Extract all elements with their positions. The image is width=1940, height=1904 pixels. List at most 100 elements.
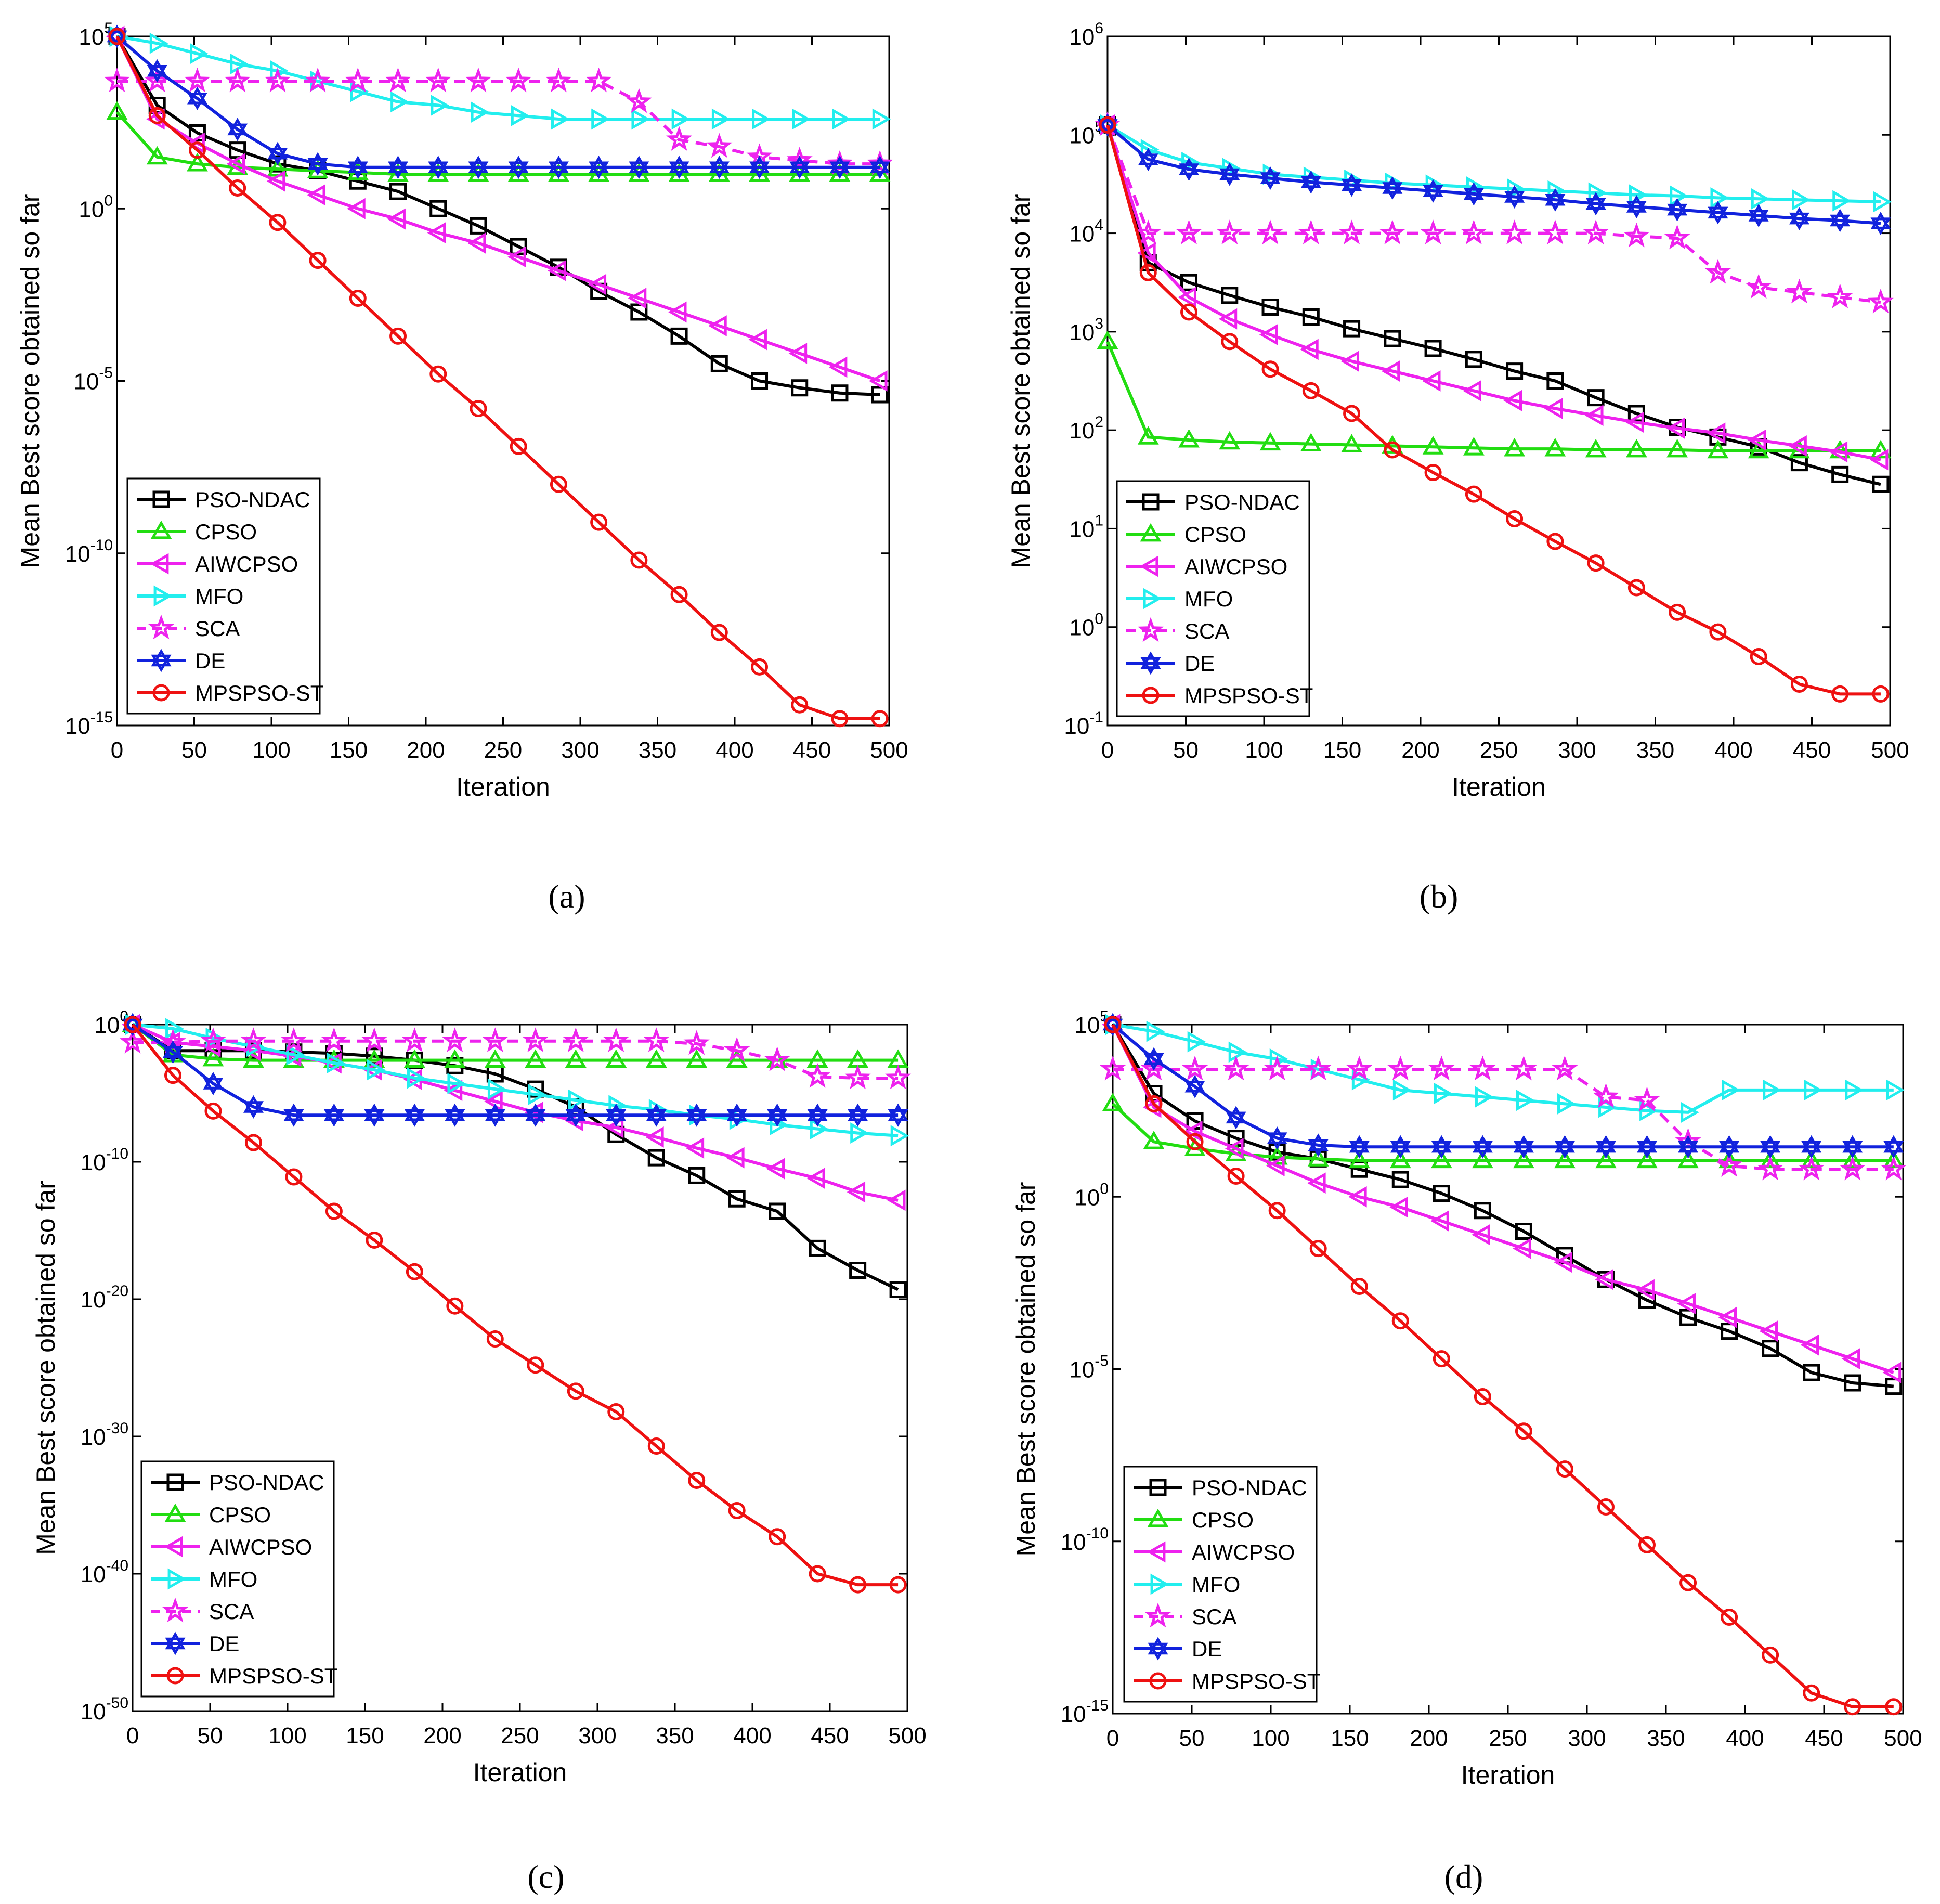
data-point-sca — [804, 1063, 831, 1088]
data-point-mfo — [1722, 1079, 1740, 1101]
data-point-sca — [1746, 274, 1772, 299]
legend-label-pso-ndac: PSO-NDAC — [1192, 1475, 1307, 1500]
legend-marker-cpso — [1147, 1508, 1169, 1527]
data-point-sca — [683, 1030, 710, 1055]
data-point-aiwcpso — [1430, 1210, 1449, 1232]
data-point-cpso — [1718, 1149, 1740, 1169]
data-point-mfo — [407, 1067, 426, 1089]
data-point-de — [1595, 1135, 1616, 1159]
legend-label-sca: SCA — [195, 616, 240, 641]
data-point-mpspso-st — [470, 400, 487, 417]
data-point-aiwcpso — [1340, 351, 1359, 372]
x-tick-label: 200 — [1401, 737, 1439, 763]
x-tick-label: 500 — [888, 1723, 926, 1748]
data-point-sca — [1839, 1155, 1866, 1181]
data-point-sca — [1387, 1055, 1414, 1081]
series-mpspso-st — [108, 28, 889, 728]
data-point-mpspso-st — [1721, 1609, 1738, 1626]
data-point-sca — [1176, 219, 1202, 244]
data-point-aiwcpso — [1300, 339, 1319, 360]
series-pso-ndac — [1099, 116, 1890, 493]
x-tick-label: 400 — [715, 737, 753, 763]
data-point-mpspso-st — [871, 710, 889, 728]
data-point-mfo — [1557, 1093, 1576, 1115]
y-tick-label: 100 — [1074, 1180, 1109, 1210]
panel-label-a: (a) — [548, 878, 585, 915]
data-point-sca — [724, 1037, 750, 1062]
data-point-de — [1554, 1135, 1575, 1159]
data-point-mpspso-st — [630, 551, 648, 569]
data-point-aiwcpso — [668, 301, 687, 323]
data-point-sca — [643, 1027, 670, 1053]
legend-marker-mfo — [1150, 1573, 1169, 1595]
data-point-sca — [345, 67, 371, 93]
data-point-de — [1300, 170, 1321, 194]
legend-label-mfo: MFO — [1184, 587, 1233, 611]
data-point-sca — [264, 67, 291, 93]
y-tick-label: 10-50 — [81, 1694, 128, 1725]
data-point-mfo — [591, 108, 610, 130]
data-point-pso-ndac — [429, 200, 447, 217]
x-tick-label: 150 — [346, 1723, 384, 1748]
x-tick-label: 450 — [1805, 1726, 1843, 1751]
data-point-mfo — [1710, 187, 1729, 209]
data-point-de — [1842, 1135, 1863, 1159]
data-point-mfo — [1763, 1079, 1781, 1101]
data-point-mpspso-st — [148, 107, 166, 124]
data-point-de — [1678, 1135, 1699, 1159]
data-point-aiwcpso — [1381, 360, 1400, 382]
data-point-aiwcpso — [685, 1137, 705, 1159]
data-point-cpso — [645, 1049, 667, 1068]
data-point-mfo — [1792, 189, 1811, 211]
data-point-cpso — [1389, 1149, 1411, 1169]
data-point-mpspso-st — [1465, 485, 1482, 503]
data-point-mfo — [890, 1125, 909, 1147]
data-point-de — [726, 1103, 747, 1127]
data-point-mpspso-st — [429, 365, 447, 383]
data-point-cpso — [1513, 1149, 1534, 1169]
data-point-pso-ndac — [1384, 330, 1401, 347]
data-point-de — [428, 156, 449, 179]
data-point-cpso — [1300, 433, 1322, 452]
data-point-cpso — [525, 1049, 546, 1068]
data-point-mfo — [471, 101, 490, 123]
data-point-sca — [1664, 224, 1690, 250]
series-sca — [103, 67, 893, 175]
data-point-sca — [844, 1064, 871, 1090]
data-point-sca — [401, 1027, 428, 1053]
data-point-sca — [119, 1028, 146, 1054]
data-point-de — [1545, 188, 1566, 212]
data-point-mfo — [568, 1089, 587, 1111]
x-tick-label: 250 — [1480, 737, 1518, 763]
data-point-mpspso-st — [1433, 1350, 1450, 1368]
data-point-mfo — [752, 108, 771, 130]
legend-marker-de — [151, 649, 172, 672]
data-point-cpso — [605, 1049, 627, 1068]
data-point-mpspso-st — [124, 1016, 141, 1033]
data-point-mfo — [1873, 191, 1892, 213]
data-point-mpspso-st — [1597, 1498, 1615, 1516]
data-point-mpspso-st — [688, 1471, 706, 1489]
data-point-cpso — [1801, 1149, 1822, 1169]
data-point-pso-ndac — [1506, 362, 1524, 380]
y-tick-label: 101 — [1069, 512, 1103, 542]
data-point-cpso — [1625, 438, 1647, 458]
data-point-pso-ndac — [1844, 1374, 1861, 1392]
x-tick-label: 250 — [484, 737, 522, 763]
data-point-pso-ndac — [710, 355, 728, 372]
data-point-mpspso-st — [590, 513, 608, 531]
data-point-mpspso-st — [1261, 360, 1279, 378]
data-point-mpspso-st — [1474, 1388, 1491, 1405]
x-tick-label: 350 — [656, 1723, 694, 1748]
data-point-de — [1143, 1047, 1164, 1071]
data-point-aiwcpso — [1759, 1320, 1778, 1342]
data-point-aiwcpso — [1788, 435, 1807, 457]
y-tick-label: 100 — [94, 1008, 128, 1038]
data-point-cpso — [187, 153, 208, 172]
data-point-aiwcpso — [828, 356, 848, 378]
data-point-mpspso-st — [269, 214, 287, 231]
y-tick-label: 100 — [79, 192, 113, 222]
data-point-mpspso-st — [1627, 579, 1645, 597]
data-point-mpspso-st — [1104, 1016, 1122, 1033]
legend-marker-de — [1148, 1637, 1168, 1661]
